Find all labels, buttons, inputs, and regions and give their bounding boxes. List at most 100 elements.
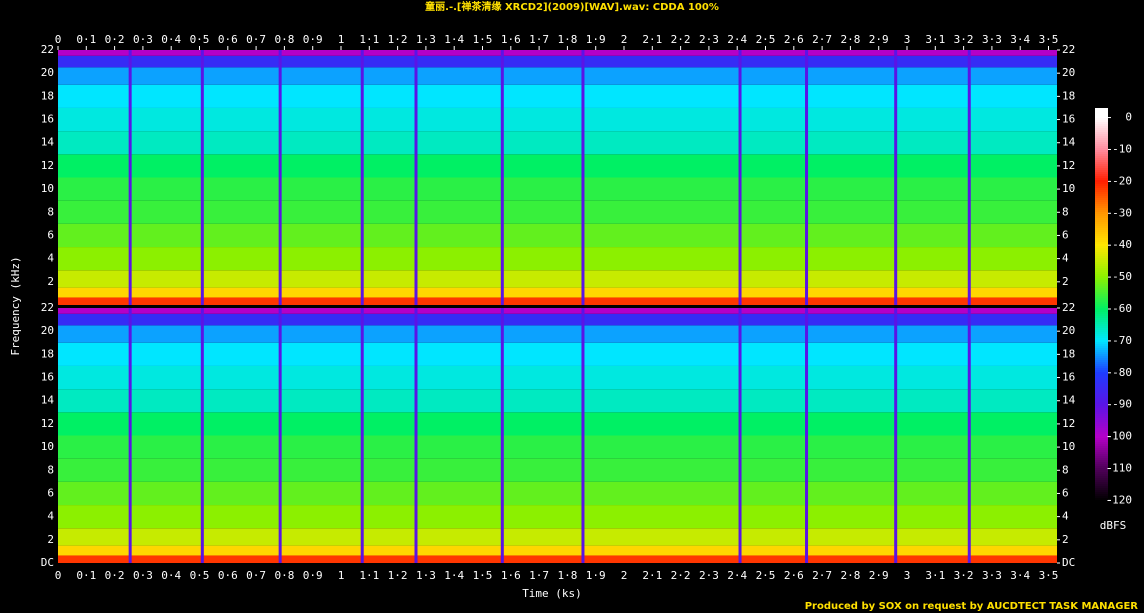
spectrum-band [58,223,1057,248]
x-tick-label-bottom: 1·2 [388,569,408,582]
colorbar-cell [1095,130,1108,132]
colorbar-cell [1095,160,1108,162]
spectrum-band [58,555,1057,563]
colorbar-cell [1095,124,1108,126]
y-tick-label: 8 [47,463,54,476]
x-tick-label: 1·7 [529,33,549,46]
y-tick-label: 4 [47,510,54,523]
colorbar-cell [1095,464,1108,466]
spectrum-band [58,342,1057,366]
x-tick-label-bottom: 1·4 [444,569,464,582]
y-tick-label: 14 [41,394,55,407]
colorbar-cell [1095,376,1108,378]
colorbar-cell [1095,296,1108,298]
colorbar-cell [1095,216,1108,218]
colorbar-cell [1095,452,1108,454]
x-tick-label: 0·4 [161,33,181,46]
colorbar-cell [1095,356,1108,358]
colorbar-cell [1095,310,1108,312]
colorbar-cell [1095,176,1108,178]
colorbar-cell [1095,298,1108,300]
x-tick-label-bottom: 3·1 [925,569,945,582]
x-tick-label: 0·5 [190,33,210,46]
y-tick-label-right: 6 [1062,228,1069,241]
colorbar-tick-label: -90 [1112,398,1132,411]
colorbar-cell [1095,320,1108,322]
x-tick-label-bottom: 0·1 [76,569,96,582]
x-tick-label-bottom: 2·4 [727,569,747,582]
colorbar-cell [1095,158,1108,160]
colorbar-cell [1095,404,1108,406]
colorbar-cell [1095,192,1108,194]
colorbar-cell [1095,228,1108,230]
x-tick-label-bottom: 0·4 [161,569,181,582]
y-tick-label: 20 [41,66,54,79]
colorbar-cell [1095,384,1108,386]
colorbar-cell [1095,164,1108,166]
x-tick-label-bottom: 0·7 [246,569,266,582]
x-tick-label: 3·1 [925,33,945,46]
colorbar-cell [1095,118,1108,120]
colorbar-cell [1095,468,1108,470]
colorbar-cell [1095,508,1108,510]
y-tick-label: 6 [47,486,54,499]
x-tick-label-bottom: 1·7 [529,569,549,582]
colorbar-cell [1095,352,1108,354]
colorbar-cell [1095,450,1108,452]
spectrum-band [58,458,1057,482]
colorbar-cell [1095,428,1108,430]
colorbar-cell [1095,478,1108,480]
colorbar-cell [1095,148,1108,150]
x-tick-label-bottom: 0 [55,569,62,582]
footer: Produced by SOX on request by AUCDTECT T… [805,601,1139,612]
colorbar-cell [1095,504,1108,506]
spectrum-band [58,481,1057,506]
colorbar-tick-label: -70 [1112,334,1132,347]
colorbar-tick-label: -30 [1112,206,1132,219]
colorbar-cell [1095,378,1108,380]
colorbar-cell [1095,358,1108,360]
colorbar-cell [1095,154,1108,156]
colorbar-tick-label: -10 [1112,142,1132,155]
colorbar-cell [1095,362,1108,364]
colorbar-cell [1095,492,1108,494]
y-tick-label-right: 2 [1062,275,1069,288]
y-tick-label: 20 [41,324,54,337]
y-tick-label: 18 [41,347,54,360]
x-tick-label: 2·8 [840,33,860,46]
y-tick-label-right: 22 [1062,301,1075,314]
colorbar-cell [1095,306,1108,308]
spectrum-band [58,435,1057,459]
colorbar-cell [1095,328,1108,330]
colorbar-cell [1095,458,1108,460]
colorbar-cell [1095,210,1108,212]
colorbar-cell [1095,392,1108,394]
colorbar-cell [1095,462,1108,464]
colorbar-cell [1095,444,1108,446]
x-tick-label: 1·9 [586,33,606,46]
colorbar-cell [1095,152,1108,154]
spectrum-band [58,67,1057,85]
spectrum-band [58,84,1057,108]
spectrum-band [58,545,1057,556]
colorbar-cell [1095,486,1108,488]
x-tick-label: 2·2 [671,33,691,46]
colorbar-tick-label: 0 [1125,111,1132,124]
y-tick-label-right: 6 [1062,486,1069,499]
spectrum-band [58,505,1057,529]
y-tick-label-right: 12 [1062,417,1075,430]
x-tick-label-bottom: 1 [338,569,345,582]
colorbar-cell [1095,372,1108,374]
colorbar-cell [1095,252,1108,254]
colorbar-cell [1095,276,1108,278]
colorbar-cell [1095,342,1108,344]
colorbar-cell [1095,316,1108,318]
y-tick-label-right: 10 [1062,440,1075,453]
colorbar-cell [1095,350,1108,352]
x-tick-label-bottom: 2·1 [642,569,662,582]
colorbar-cell [1095,242,1108,244]
colorbar-cell [1095,278,1108,280]
colorbar-cell [1095,326,1108,328]
colorbar-cell [1095,466,1108,468]
spectrum-band [58,325,1057,343]
